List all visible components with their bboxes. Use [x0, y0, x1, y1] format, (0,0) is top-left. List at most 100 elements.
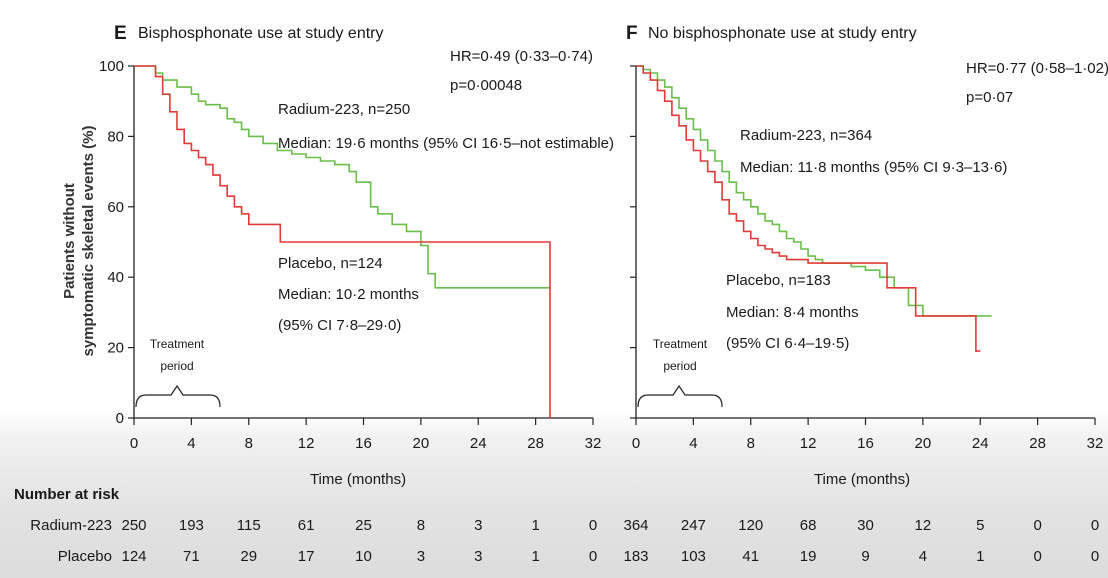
panel-f-x-tick-label: 32 [1087, 435, 1104, 452]
panel-f-radium-223-curve [636, 65, 992, 317]
risk-value: 193 [179, 517, 204, 534]
panel-f-x-tick-label: 28 [1029, 435, 1046, 452]
panel-f-treatment-label-2: period [663, 359, 696, 373]
risk-value: 61 [298, 517, 315, 534]
risk-value: 4 [919, 548, 927, 565]
risk-value: 17 [298, 548, 315, 565]
panel-f-x-tick-label: 8 [747, 435, 755, 452]
panel-e-y-tick-label: 100 [99, 58, 124, 75]
panel-e-letter: E [114, 23, 127, 44]
panel-e-placebo-curve [134, 65, 551, 418]
panel-f-x-tick-label: 24 [972, 435, 989, 452]
risk-table-header: Number at risk [14, 486, 120, 503]
panel-e-placebo-ci: (95% CI 7·8–29·0) [278, 317, 401, 334]
panel-e-hr: HR=0·49 (0·33–0·74) [450, 48, 593, 65]
panel-f-placebo-ci: (95% CI 6·4–19·5) [726, 335, 849, 352]
panel-f-x-axis-title: Time (months) [814, 471, 910, 488]
risk-value: 183 [623, 548, 648, 565]
panel-f-x-tick-label: 4 [689, 435, 697, 452]
panel-e-x-tick-label: 12 [298, 435, 315, 452]
panel-e-x-tick-label: 4 [187, 435, 195, 452]
risk-value: 124 [121, 548, 146, 565]
y-axis-title: Patients without symptomatic skeletal ev… [61, 126, 97, 357]
panel-e-x-tick-label: 0 [130, 435, 138, 452]
risk-value: 0 [589, 517, 597, 534]
panel-e-y-tick-label: 40 [107, 269, 124, 286]
panel-f-title: No bisphosphonate use at study entry [648, 25, 917, 42]
y-axis-title-line-1: Patients without [61, 183, 78, 299]
panel-f-placebo-median: Median: 8·4 months [726, 304, 859, 321]
risk-row-label-placebo: Placebo [58, 548, 112, 565]
risk-value: 115 [237, 517, 261, 534]
panel-f-treatment-label: Treatment [653, 337, 708, 351]
risk-value: 103 [681, 548, 706, 565]
panel-e-treatment-label: Treatment [150, 337, 205, 351]
risk-value: 12 [915, 517, 932, 534]
risk-row-label-radium: Radium-223 [30, 517, 112, 534]
risk-value: 3 [417, 548, 425, 565]
panel-f-treatment-brace [637, 384, 723, 408]
panel-e-x-axis-title: Time (months) [310, 471, 406, 488]
risk-value: 1 [531, 517, 539, 534]
panel-e-y-tick-label: 80 [107, 128, 124, 145]
risk-value: 0 [1033, 517, 1041, 534]
panel-e-x-tick-label: 24 [470, 435, 487, 452]
risk-value: 0 [1091, 548, 1099, 565]
panel-f-x-tick-label: 12 [800, 435, 817, 452]
risk-value: 3 [474, 517, 482, 534]
number-at-risk-table: Number at risk Radium-223 Placebo 250 193… [14, 486, 1099, 565]
risk-value: 30 [857, 517, 874, 534]
panel-e-y-tick-label: 20 [107, 340, 124, 357]
panel-f-radium-median: Median: 11·8 months (95% CI 9·3–13·6) [740, 159, 1007, 176]
risk-value: 1 [976, 548, 984, 565]
panel-f-placebo-label: Placebo, n=183 [726, 272, 831, 289]
risk-value: 29 [240, 548, 257, 565]
panel-e-x-tick-label: 20 [413, 435, 430, 452]
risk-value: 25 [355, 517, 372, 534]
panel-e-radium-223-curve [134, 65, 550, 289]
risk-value: 68 [800, 517, 817, 534]
panel-e-y-tick-label: 60 [107, 199, 124, 216]
panel-e-title: Bisphosphonate use at study entry [138, 25, 384, 42]
risk-value: 8 [417, 517, 425, 534]
risk-value: 364 [623, 517, 648, 534]
risk-value: 41 [742, 548, 759, 565]
panel-e-x-tick-label: 32 [585, 435, 602, 452]
panel-e-treatment-label-2: period [160, 359, 193, 373]
risk-value: 0 [1033, 548, 1041, 565]
panel-e-placebo-label: Placebo, n=124 [278, 255, 383, 272]
panel-f-radium-label: Radium-223, n=364 [740, 127, 872, 144]
panel-e-placebo-median: Median: 10·2 months [278, 286, 419, 303]
panel-e-x-tick-label: 28 [527, 435, 544, 452]
panel-e-x-tick-label: 8 [245, 435, 253, 452]
panel-f-hr: HR=0·77 (0·58–1·02) [966, 60, 1108, 77]
risk-value: 0 [1091, 517, 1099, 534]
panel-f-x-tick-label: 0 [632, 435, 640, 452]
panel-e-chart: E Bisphosphonate use at study entry HR=0… [99, 23, 614, 488]
panel-e-treatment-brace [135, 384, 221, 408]
panel-e-y-tick-label: 0 [116, 410, 124, 427]
panel-f-placebo-curve [636, 65, 981, 352]
panel-e-radium-label: Radium-223, n=250 [278, 101, 410, 118]
risk-value: 71 [183, 548, 200, 565]
panel-f-p: p=0·07 [966, 89, 1013, 106]
y-axis-title-line-2: symptomatic skeletal events (%) [80, 126, 97, 357]
risk-value: 247 [681, 517, 706, 534]
risk-value: 19 [800, 548, 817, 565]
risk-value: 1 [531, 548, 539, 565]
risk-value: 10 [355, 548, 372, 565]
panel-e-p: p=0·00048 [450, 77, 522, 94]
risk-value: 250 [121, 517, 146, 534]
risk-value: 9 [861, 548, 869, 565]
panel-f-letter: F [626, 23, 638, 44]
panel-e-radium-median: Median: 19·6 months (95% CI 16·5–not est… [278, 135, 614, 152]
risk-value: 120 [738, 517, 763, 534]
panel-e-x-tick-label: 16 [355, 435, 372, 452]
risk-value: 3 [474, 548, 482, 565]
risk-value: 5 [976, 517, 984, 534]
panel-f-x-tick-label: 20 [915, 435, 932, 452]
panel-f-chart: F No bisphosphonate use at study entry H… [626, 23, 1108, 488]
risk-value: 0 [589, 548, 597, 565]
panel-f-x-tick-label: 16 [857, 435, 874, 452]
